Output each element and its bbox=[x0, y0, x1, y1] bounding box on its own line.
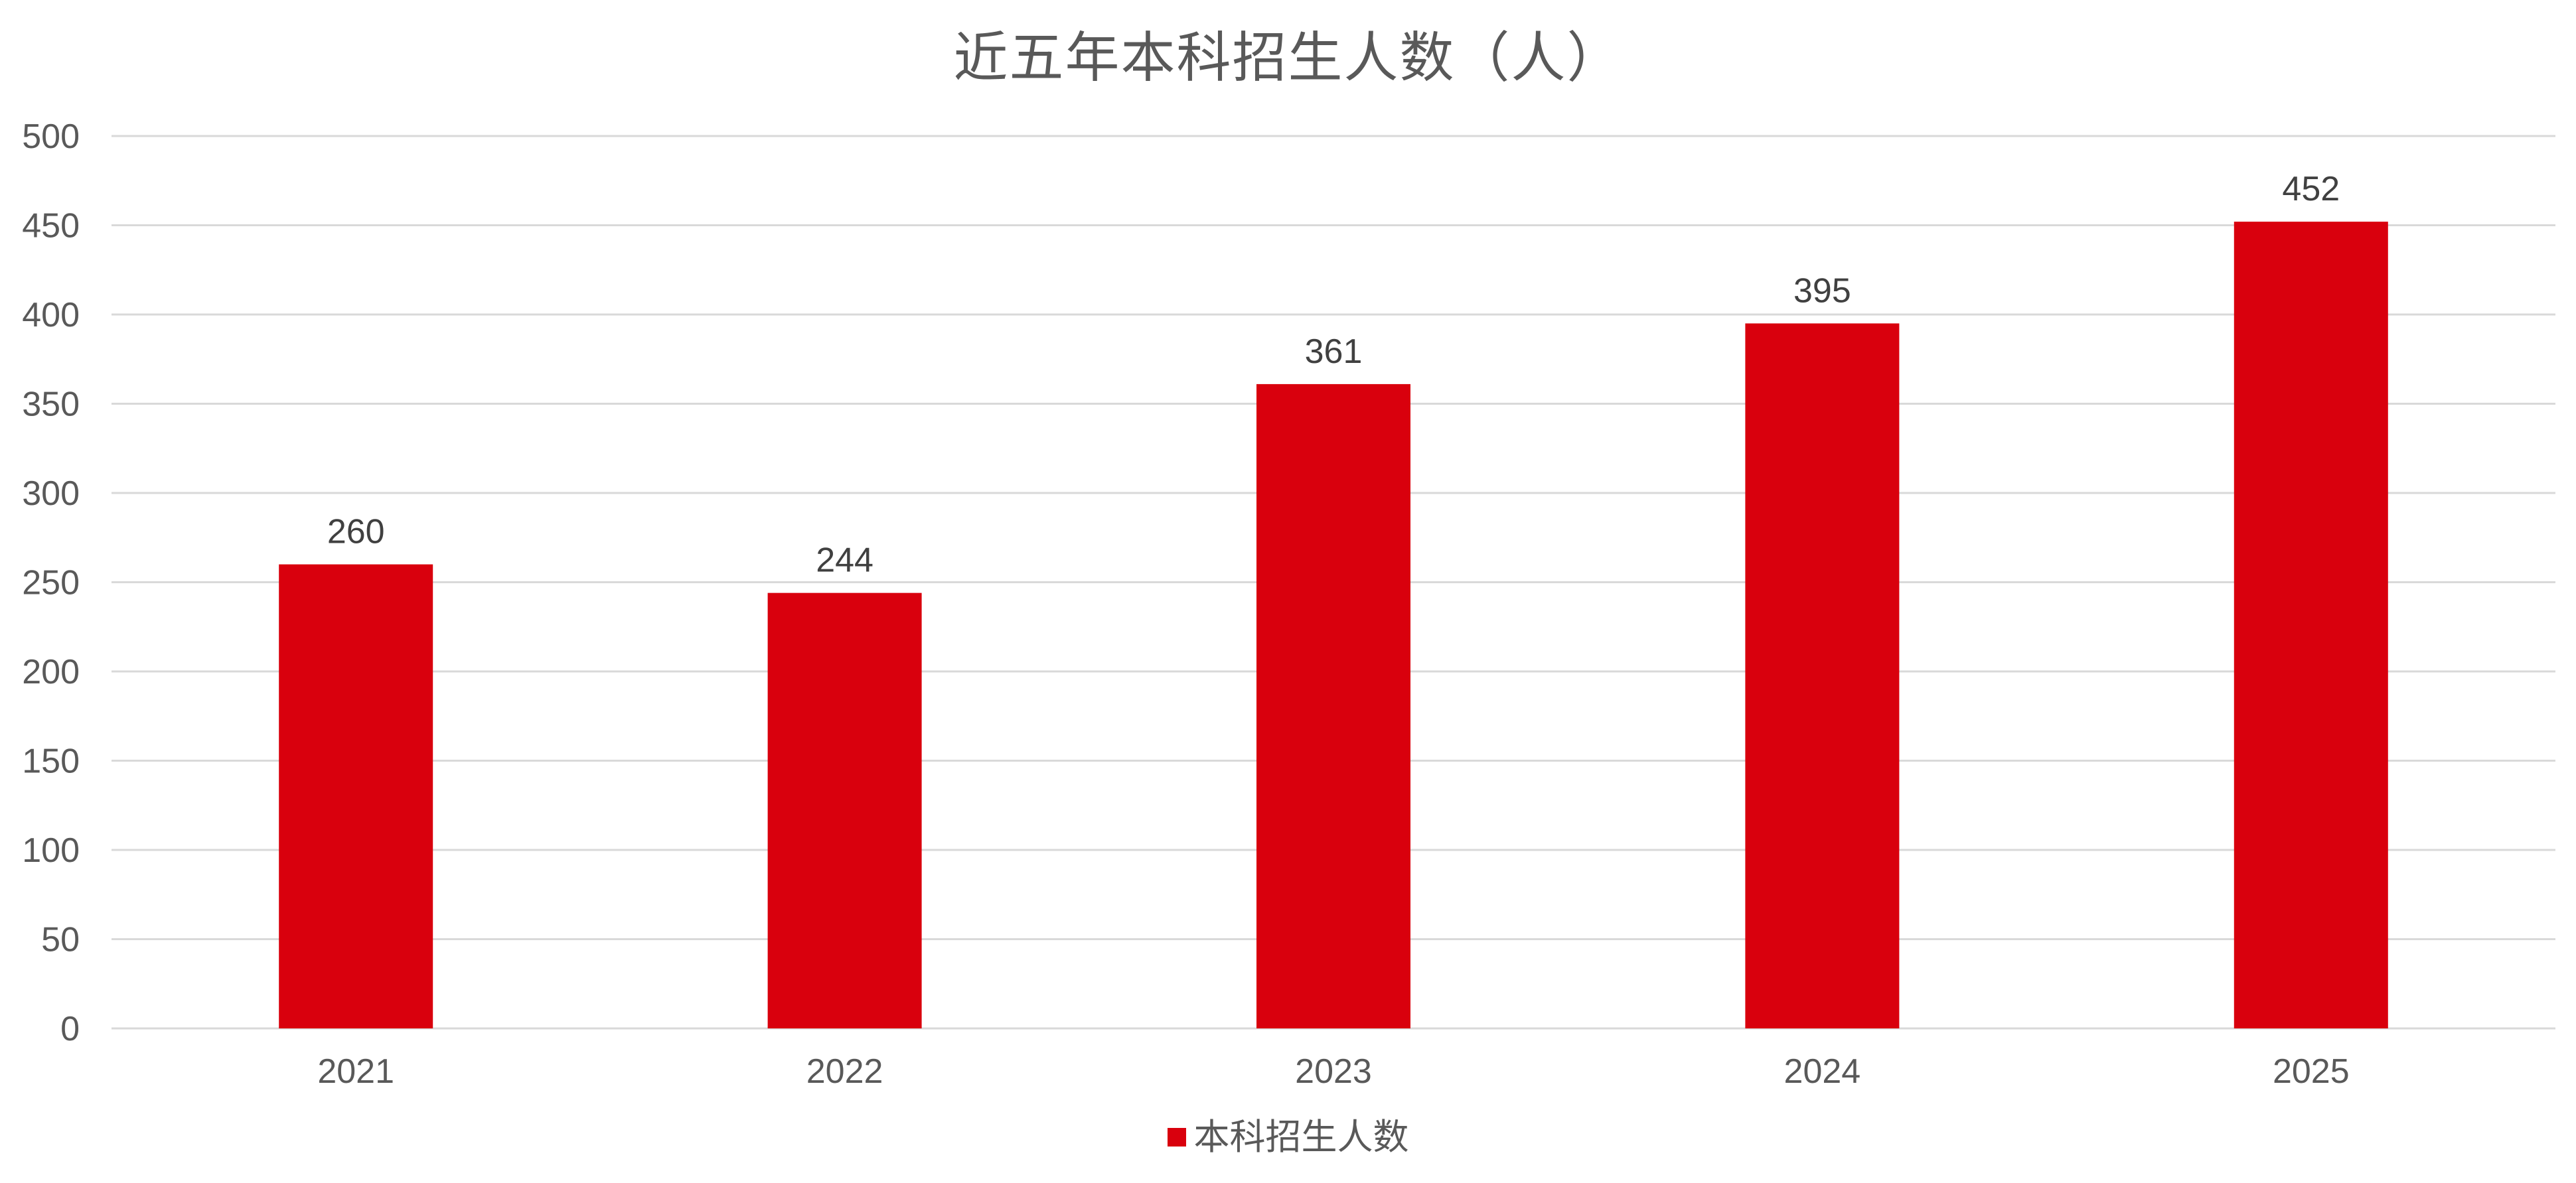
data-label-2023: 361 bbox=[1305, 332, 1363, 371]
x-tick-label-2025: 2025 bbox=[2273, 1052, 2350, 1091]
bar-2022 bbox=[767, 592, 922, 1028]
y-axis-tick-labels: 0 50 100 150 200 250 300 350 400 450 500 bbox=[22, 117, 80, 1048]
y-tick-label: 200 bbox=[22, 653, 80, 691]
chart-title: 近五年本科招生人数（人） bbox=[953, 27, 1623, 90]
y-tick-label: 0 bbox=[60, 1010, 80, 1048]
legend-label: 本科招生人数 bbox=[1193, 1116, 1409, 1158]
y-tick-label: 100 bbox=[22, 831, 80, 870]
bars bbox=[279, 222, 2388, 1029]
bar-2025 bbox=[2234, 222, 2388, 1028]
x-tick-label-2023: 2023 bbox=[1295, 1052, 1372, 1091]
y-tick-label: 400 bbox=[22, 296, 80, 334]
bar-2021 bbox=[279, 564, 433, 1028]
x-tick-label-2021: 2021 bbox=[317, 1052, 394, 1091]
data-label-2021: 260 bbox=[327, 513, 385, 551]
x-tick-label-2022: 2022 bbox=[806, 1052, 883, 1091]
x-axis-tick-labels: 2021 2022 2023 2024 2025 bbox=[317, 1052, 2349, 1091]
x-tick-label-2024: 2024 bbox=[1784, 1052, 1861, 1091]
y-tick-label: 450 bbox=[22, 207, 80, 245]
y-tick-label: 50 bbox=[41, 921, 80, 959]
legend: 本科招生人数 bbox=[0, 1113, 2576, 1161]
y-tick-label: 250 bbox=[22, 564, 80, 602]
data-label-2022: 244 bbox=[816, 541, 873, 580]
data-label-2024: 395 bbox=[1793, 271, 1851, 310]
y-tick-label: 500 bbox=[22, 117, 80, 156]
y-tick-label: 300 bbox=[22, 474, 80, 513]
bar-2023 bbox=[1256, 383, 1410, 1028]
y-tick-label: 150 bbox=[22, 742, 80, 781]
bar-2024 bbox=[1745, 323, 1900, 1029]
data-label-2025: 452 bbox=[2282, 170, 2340, 208]
legend-swatch bbox=[1167, 1128, 1186, 1147]
data-labels: 260 244 361 395 452 bbox=[327, 170, 2340, 580]
y-tick-label: 350 bbox=[22, 385, 80, 424]
